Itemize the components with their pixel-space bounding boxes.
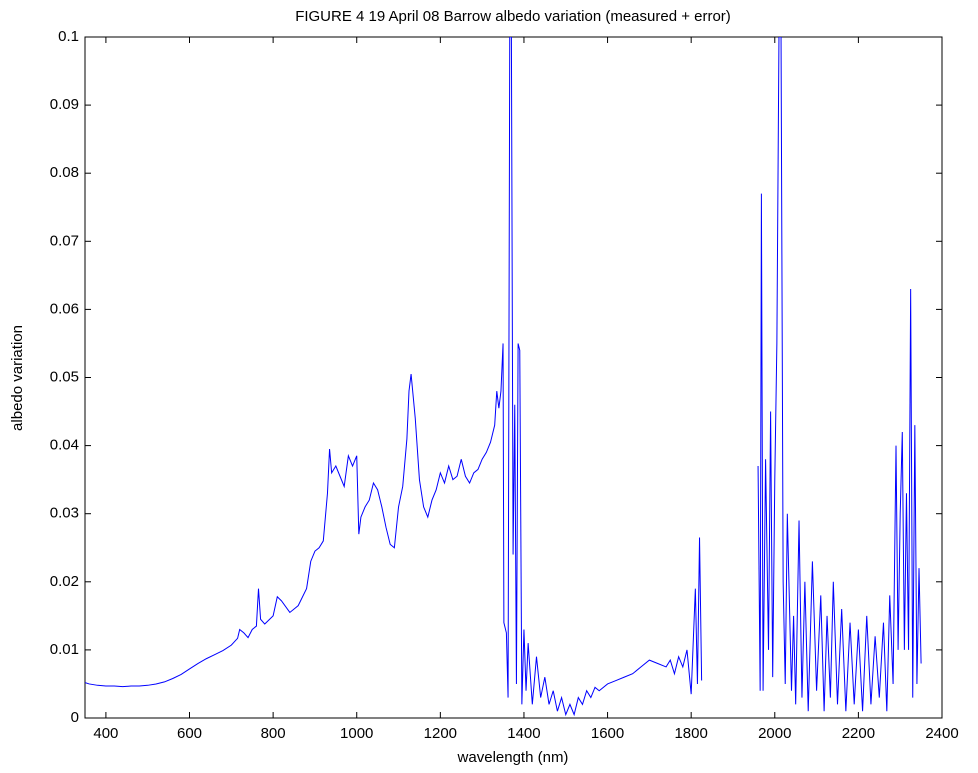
x-axis-label: wavelength (nm) <box>457 749 569 766</box>
y-tick-label: 0.1 <box>58 28 79 45</box>
y-tick-label: 0.01 <box>50 641 79 658</box>
x-tick-label: 1800 <box>674 725 707 742</box>
x-tick-label: 1200 <box>424 725 457 742</box>
x-tick-label: 600 <box>177 725 202 742</box>
x-tick-label: 2200 <box>842 725 875 742</box>
x-tick-label: 800 <box>261 725 286 742</box>
x-tick-label: 1000 <box>340 725 373 742</box>
y-tick-label: 0.07 <box>50 232 79 249</box>
y-tick-label: 0.06 <box>50 300 79 317</box>
y-tick-label: 0.04 <box>50 437 79 454</box>
x-tick-label: 1400 <box>507 725 540 742</box>
y-tick-label: 0.03 <box>50 505 79 522</box>
chart-title: FIGURE 4 19 April 08 Barrow albedo varia… <box>295 8 731 25</box>
y-tick-label: 0.02 <box>50 573 79 590</box>
x-tick-label: 400 <box>93 725 118 742</box>
x-tick-label: 2400 <box>925 725 958 742</box>
y-tick-label: 0.09 <box>50 96 79 113</box>
x-tick-label: 1600 <box>591 725 624 742</box>
y-tick-label: 0 <box>71 709 79 726</box>
x-tick-label: 2000 <box>758 725 791 742</box>
y-tick-label: 0.05 <box>50 368 79 385</box>
data-line <box>85 37 922 717</box>
y-axis-label: albedo variation <box>9 325 26 431</box>
y-tick-label: 0.08 <box>50 164 79 181</box>
